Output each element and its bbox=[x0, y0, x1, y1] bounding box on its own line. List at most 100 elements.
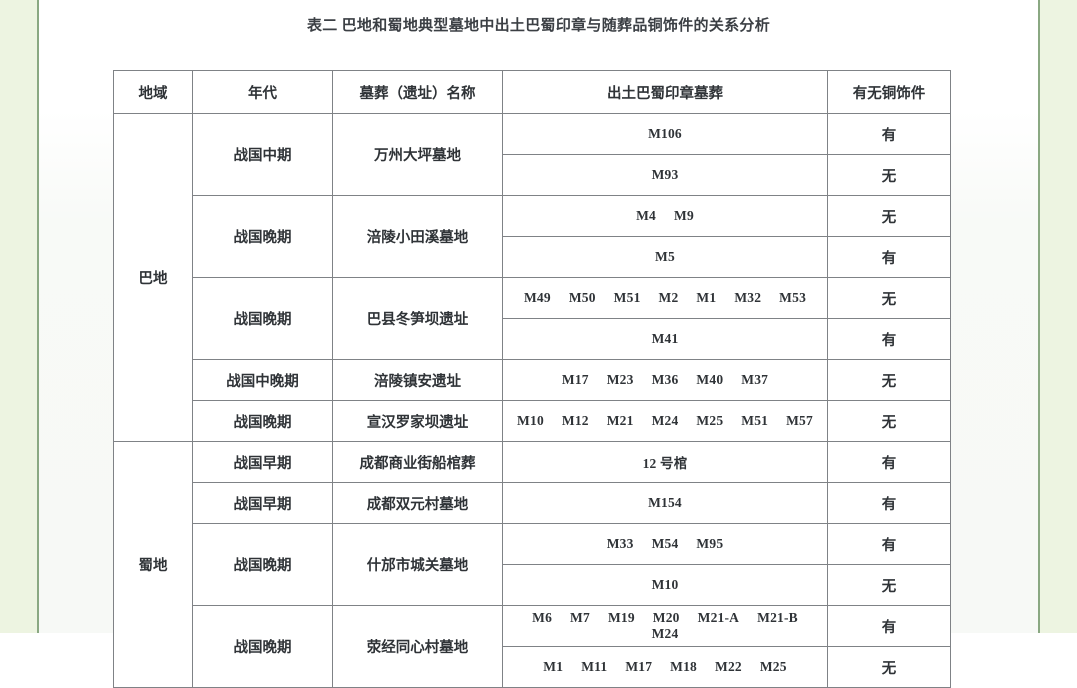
cell-bronze-ornament: 无 bbox=[827, 400, 951, 442]
page-content: 表二 巴地和蜀地典型墓地中出土巴蜀印章与随葬品铜饰件的关系分析 地域 年代 墓葬… bbox=[39, 16, 1038, 688]
column-header-region: 地域 bbox=[113, 70, 193, 114]
tomb-id: M24 bbox=[651, 413, 679, 428]
cell-bronze-ornament: 无 bbox=[827, 564, 951, 606]
tomb-id: M20 bbox=[652, 610, 680, 625]
cell-tomb-ids: M10 bbox=[502, 564, 828, 606]
cell-tomb-ids: 12 号棺 bbox=[502, 441, 828, 483]
cell-tomb-ids: M6 M7 M19 M20 M21-A M21-B M24 bbox=[502, 605, 828, 647]
tomb-id: M2 bbox=[658, 290, 679, 305]
cell-bronze-ornament: 无 bbox=[827, 359, 951, 401]
tomb-id: M32 bbox=[734, 290, 762, 305]
tomb-id: M21 bbox=[606, 413, 634, 428]
cell-site: 成都商业街船棺葬 bbox=[332, 441, 503, 483]
cell-bronze-ornament: 无 bbox=[827, 646, 951, 688]
cell-era: 战国晚期 bbox=[192, 277, 333, 360]
page-right-margin-rule bbox=[1038, 0, 1040, 633]
column-header-site: 墓葬（遗址）名称 bbox=[332, 70, 503, 114]
cell-era: 战国中期 bbox=[192, 113, 333, 196]
table-row: 战国晚期 巴县冬笋坝遗址 M49 M50 M51 M2 M1 M32 M53 无 bbox=[114, 277, 951, 360]
cell-era: 战国晚期 bbox=[192, 523, 333, 606]
cell-site: 涪陵小田溪墓地 bbox=[332, 195, 503, 278]
cell-tomb-ids: M41 bbox=[502, 318, 828, 360]
tomb-id: M12 bbox=[561, 413, 589, 428]
cell-tomb-ids: M17 M23 M36 M40 M37 bbox=[502, 359, 828, 401]
cell-site: 什邡市城关墓地 bbox=[332, 523, 503, 606]
cell-region: 蜀地 bbox=[113, 441, 193, 688]
tomb-id: M24 bbox=[651, 626, 679, 641]
tomb-id: M51 bbox=[741, 413, 769, 428]
cell-tomb-ids: M33 M54 M95 bbox=[502, 523, 828, 565]
table-row: 战国晚期 荥经同心村墓地 M6 M7 M19 M20 M21-A M21-B M24 有 bbox=[114, 605, 951, 688]
cell-tomb-ids: M10 M12 M21 M24 M25 M51 M57 bbox=[502, 400, 828, 442]
tomb-id: 12 号棺 bbox=[642, 456, 688, 471]
cell-era: 战国晚期 bbox=[192, 195, 333, 278]
table-row: 战国晚期 宣汉罗家坝遗址 M10 M12 M21 M24 M25 M51 M57 无 bbox=[114, 400, 951, 442]
cell-tomb-ids: M106 bbox=[502, 113, 828, 155]
tomb-id: M93 bbox=[651, 167, 679, 182]
tomb-id: M36 bbox=[651, 372, 679, 387]
tomb-id: M33 bbox=[606, 536, 634, 551]
tomb-id: M95 bbox=[696, 536, 724, 551]
cell-site: 巴县冬笋坝遗址 bbox=[332, 277, 503, 360]
tomb-id: M10 bbox=[517, 413, 544, 428]
tomb-id: M1 bbox=[696, 290, 717, 305]
column-header-era: 年代 bbox=[192, 70, 333, 114]
tomb-id: M4 bbox=[636, 208, 656, 223]
tomb-id: M106 bbox=[648, 126, 682, 141]
tomb-id: M17 bbox=[561, 372, 589, 387]
tomb-id: M49 bbox=[523, 290, 551, 305]
tomb-id: M11 bbox=[581, 659, 608, 674]
column-header-bronze: 有无铜饰件 bbox=[827, 70, 951, 114]
table-row: 战国晚期 什邡市城关墓地 M33 M54 M95 有 bbox=[114, 523, 951, 606]
cell-bronze-ornament: 有 bbox=[827, 605, 951, 647]
table-body: 巴地 战国中期 万州大坪墓地 M106 有 M93 无战国晚期 涪陵小田溪墓地 M4 M9 无 M5 有… bbox=[113, 113, 951, 688]
cell-era: 战国晚期 bbox=[192, 400, 333, 442]
table-header-row: 地域 年代 墓葬（遗址）名称 出土巴蜀印章墓葬 有无铜饰件 bbox=[113, 70, 951, 114]
page-left-margin-rule bbox=[37, 0, 39, 633]
document-page: 表二 巴地和蜀地典型墓地中出土巴蜀印章与随葬品铜饰件的关系分析 地域 年代 墓葬… bbox=[39, 0, 1038, 688]
table-row: 蜀地 战国早期 成都商业街船棺葬 12 号棺有 bbox=[113, 441, 951, 688]
cell-region: 巴地 bbox=[113, 113, 193, 442]
cell-site: 成都双元村墓地 bbox=[332, 482, 503, 524]
cell-tomb-ids: M154 bbox=[502, 482, 828, 524]
tomb-id: M23 bbox=[606, 372, 634, 387]
tomb-id: M40 bbox=[696, 372, 724, 387]
cell-bronze-ornament: 无 bbox=[827, 277, 951, 319]
tomb-id: M7 bbox=[570, 610, 590, 625]
table-row: 战国中晚期 涪陵镇安遗址 M17 M23 M36 M40 M37 无 bbox=[114, 359, 951, 401]
tomb-id: M53 bbox=[779, 290, 807, 305]
table-row: 战国晚期 涪陵小田溪墓地 M4 M9 无 bbox=[114, 195, 951, 278]
cell-tomb-ids: M49 M50 M51 M2 M1 M32 M53 bbox=[502, 277, 828, 319]
cell-bronze-ornament: 有 bbox=[827, 441, 951, 483]
cell-era: 战国早期 bbox=[192, 482, 333, 524]
tomb-id: M17 bbox=[625, 659, 653, 674]
cell-tomb-ids: M5 bbox=[502, 236, 828, 278]
cell-bronze-ornament: 有 bbox=[827, 482, 951, 524]
column-header-tombs: 出土巴蜀印章墓葬 bbox=[502, 70, 828, 114]
page-right-margin-band bbox=[1039, 0, 1077, 633]
cell-bronze-ornament: 有 bbox=[827, 523, 951, 565]
tomb-id: M37 bbox=[741, 372, 769, 387]
table-row: 巴地 战国中期 万州大坪墓地 M106 有 bbox=[113, 113, 951, 442]
tomb-id: M50 bbox=[568, 290, 596, 305]
tomb-id: M154 bbox=[648, 495, 682, 510]
cell-era: 战国中晚期 bbox=[192, 359, 333, 401]
tomb-id: M1 bbox=[543, 659, 564, 674]
table-caption: 表二 巴地和蜀地典型墓地中出土巴蜀印章与随葬品铜饰件的关系分析 bbox=[306, 18, 771, 34]
tomb-id: M54 bbox=[651, 536, 679, 551]
cell-tomb-ids: M1 M11 M17 M18 M22 M25 bbox=[502, 646, 828, 688]
cell-era: 战国早期 bbox=[192, 441, 333, 483]
cell-bronze-ornament: 无 bbox=[827, 195, 951, 237]
cell-era: 战国晚期 bbox=[192, 605, 333, 688]
cell-site: 涪陵镇安遗址 bbox=[332, 359, 503, 401]
cell-site: 万州大坪墓地 bbox=[332, 113, 503, 196]
tomb-id: M25 bbox=[696, 413, 724, 428]
cell-bronze-ornament: 有 bbox=[827, 236, 951, 278]
tomb-id: M21-A bbox=[697, 610, 740, 625]
tomb-id: M57 bbox=[786, 413, 813, 428]
cell-site: 荥经同心村墓地 bbox=[332, 605, 503, 688]
tomb-id: M5 bbox=[655, 249, 675, 264]
cell-tomb-ids: M4 M9 bbox=[502, 195, 828, 237]
cell-bronze-ornament: 无 bbox=[827, 154, 951, 196]
cell-site: 宣汉罗家坝遗址 bbox=[332, 400, 503, 442]
